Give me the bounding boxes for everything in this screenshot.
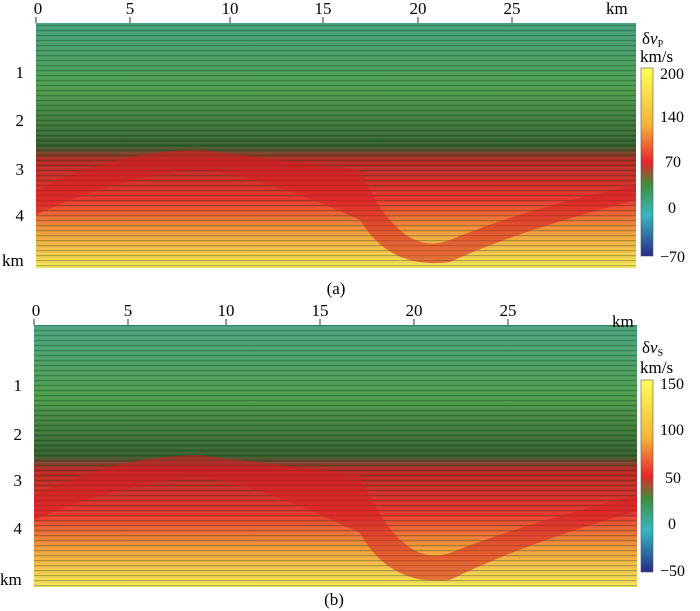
colorbar-tick: 50 [665,470,681,487]
delta-symbol: δ [642,338,650,357]
x-unit-label: km [612,312,634,331]
svg-text:δvP: δvP [642,29,664,50]
colorbar-tick: 140 [660,109,684,126]
colorbar-label-a: δvP km/s [640,29,673,66]
velocity-symbol: v [650,338,658,357]
x-tick-labels-a: 0 5 10 15 20 25 km [34,0,628,18]
x-tick-label: 5 [126,0,135,18]
panel-b-figure: 0 5 10 15 20 25 km 1 2 3 4 km δvS km/s 1… [0,305,685,609]
red-anomaly-a [36,150,636,264]
velocity-symbol: v [650,29,658,48]
y-tick-label: 4 [14,519,23,538]
y-tick-label: 3 [16,160,25,179]
caption-a: (a) [327,279,346,298]
colorbar-ticks-a: 200 140 70 0 −70 [660,66,685,266]
y-unit-label: km [0,570,22,589]
colorbar-tick: 100 [660,422,684,439]
panel-a-figure: 0 5 10 15 20 25 km 1 2 3 4 km δvP km/s 2… [2,0,685,298]
colorbar-label-b: δvS km/s [640,338,673,377]
colorbar-tick: −50 [660,563,685,580]
reflector-texture-b [34,325,637,587]
caption-b: (b) [324,590,344,609]
colorbar-b [640,379,654,573]
x-tick-label: 25 [500,305,517,320]
x-tick-label: 5 [124,305,133,320]
x-tick-label: 0 [34,0,43,18]
x-ticks-a [35,17,513,23]
x-tick-label: 10 [222,0,239,18]
colorbar-a [640,67,654,257]
x-tick-labels-b: 0 5 10 15 20 25 km [32,305,634,331]
y-tick-label: 4 [16,206,25,225]
colorbar-tick: 0 [668,516,676,533]
y-tick-label: 1 [16,63,25,82]
x-tick-label: 15 [312,305,329,320]
x-tick-label: 0 [32,305,41,320]
colorbar-tick: 70 [665,154,681,171]
velocity-subscript: P [658,39,664,50]
y-tick-label: 2 [16,111,25,130]
y-unit-label: km [2,251,24,270]
reflector-texture-a [36,23,636,268]
svg-text:δvS: δvS [642,338,663,359]
colorbar-tick: 150 [660,376,684,393]
y-tick-label: 2 [14,425,23,444]
x-tick-label: 20 [406,305,423,320]
x-tick-label: 20 [410,0,427,18]
y-tick-labels-a: 1 2 3 4 km [2,63,25,270]
x-tick-label: 25 [504,0,521,18]
panel-b: 0 5 10 15 20 25 km 1 2 3 4 km δvS km/s 1… [0,305,700,611]
colorbar-tick: 0 [668,200,676,217]
y-tick-labels-b: 1 2 3 4 km [0,376,23,589]
x-unit-label: km [606,0,628,18]
colorbar-ticks-b: 150 100 50 0 −50 [660,376,685,580]
colorbar-tick: 200 [660,66,684,83]
y-tick-label: 1 [14,376,23,395]
panel-a: 0 5 10 15 20 25 km 1 2 3 4 km δvP km/s 2… [0,0,700,300]
x-tick-label: 15 [315,0,332,18]
velocity-subscript: S [658,348,664,359]
y-tick-label: 3 [14,471,23,490]
x-tick-label: 10 [218,305,235,320]
colorbar-tick: −70 [660,249,685,266]
red-anomaly-b [34,455,637,581]
colorbar-unit: km/s [640,47,673,66]
colorbar-unit: km/s [640,358,673,377]
delta-symbol: δ [642,29,650,48]
x-ticks-b [33,319,509,325]
